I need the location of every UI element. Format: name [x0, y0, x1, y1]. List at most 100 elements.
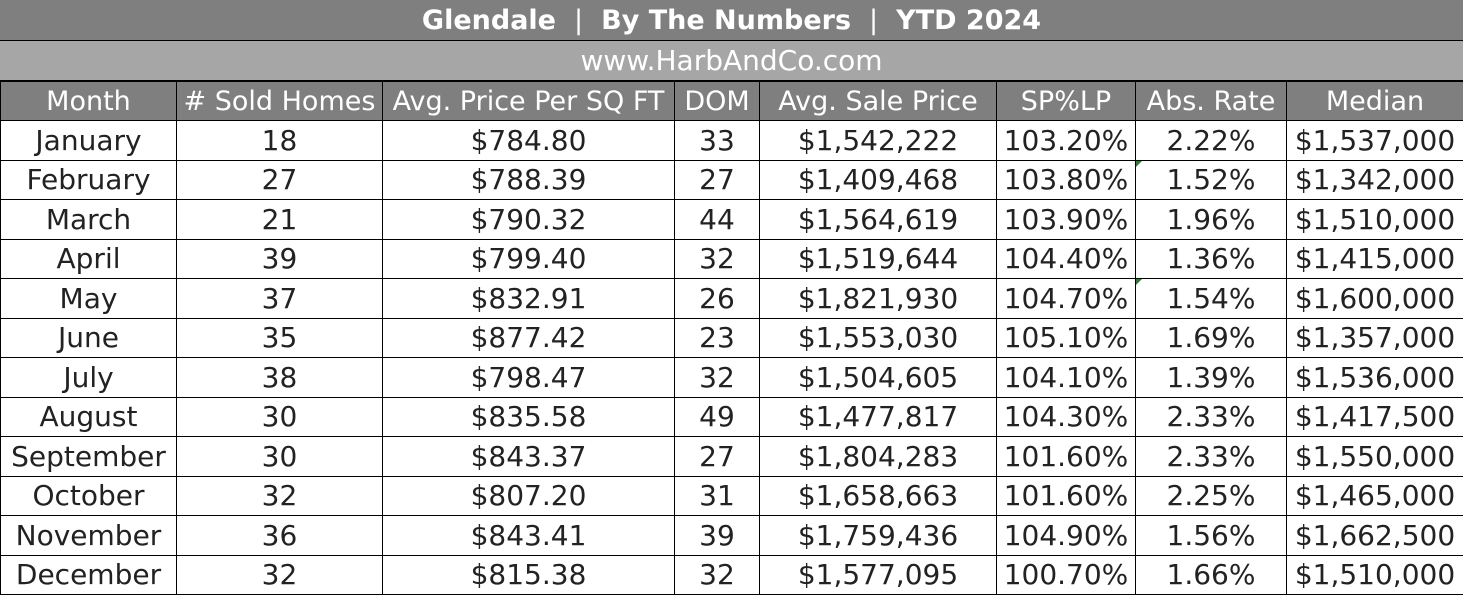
cell-dom[interactable]: 32	[674, 357, 760, 398]
cell-month[interactable]: March	[0, 199, 177, 240]
cell-month[interactable]: May	[0, 278, 177, 319]
title-separator: |	[869, 4, 879, 36]
cell-month[interactable]: September	[0, 436, 177, 477]
cell-avg-sale-price[interactable]: $1,504,605	[759, 357, 997, 398]
cell-sold-homes[interactable]: 39	[176, 238, 383, 279]
cell-price-per-sqft[interactable]: $784.80	[382, 120, 675, 161]
cell-median[interactable]: $1,662,500	[1286, 515, 1463, 556]
cell-avg-sale-price[interactable]: $1,477,817	[759, 396, 997, 437]
cell-sp-lp[interactable]: 104.10%	[996, 357, 1136, 398]
cell-avg-sale-price[interactable]: $1,821,930	[759, 278, 997, 319]
cell-abs-rate[interactable]: 1.52%	[1135, 159, 1287, 200]
cell-sold-homes[interactable]: 18	[176, 120, 383, 161]
cell-abs-rate[interactable]: 1.54%	[1135, 278, 1287, 319]
cell-dom[interactable]: 32	[674, 554, 760, 595]
cell-month[interactable]: December	[0, 554, 177, 595]
cell-median[interactable]: $1,510,000	[1286, 554, 1463, 595]
cell-dom[interactable]: 26	[674, 278, 760, 319]
cell-median[interactable]: $1,600,000	[1286, 278, 1463, 319]
cell-month[interactable]: June	[0, 317, 177, 358]
cell-avg-sale-price[interactable]: $1,553,030	[759, 317, 997, 358]
cell-avg-sale-price[interactable]: $1,409,468	[759, 159, 997, 200]
cell-sold-homes[interactable]: 30	[176, 436, 383, 477]
cell-median[interactable]: $1,465,000	[1286, 475, 1463, 516]
cell-price-per-sqft[interactable]: $835.58	[382, 396, 675, 437]
cell-month[interactable]: January	[0, 120, 177, 161]
cell-avg-sale-price[interactable]: $1,564,619	[759, 199, 997, 240]
cell-sp-lp[interactable]: 103.20%	[996, 120, 1136, 161]
cell-price-per-sqft[interactable]: $788.39	[382, 159, 675, 200]
cell-sold-homes[interactable]: 32	[176, 554, 383, 595]
cell-dom[interactable]: 31	[674, 475, 760, 516]
cell-abs-rate[interactable]: 1.96%	[1135, 199, 1287, 240]
cell-price-per-sqft[interactable]: $807.20	[382, 475, 675, 516]
cell-abs-rate[interactable]: 1.66%	[1135, 554, 1287, 595]
cell-price-per-sqft[interactable]: $790.32	[382, 199, 675, 240]
cell-price-per-sqft[interactable]: $815.38	[382, 554, 675, 595]
cell-month[interactable]: April	[0, 238, 177, 279]
cell-median[interactable]: $1,550,000	[1286, 436, 1463, 477]
cell-sp-lp[interactable]: 103.80%	[996, 159, 1136, 200]
cell-abs-rate[interactable]: 1.56%	[1135, 515, 1287, 556]
cell-sold-homes[interactable]: 21	[176, 199, 383, 240]
cell-sp-lp[interactable]: 100.70%	[996, 554, 1136, 595]
table-row: December 32 $815.38 32 $1,577,095 100.70% 1.66…	[0, 554, 1463, 595]
cell-price-per-sqft[interactable]: $832.91	[382, 278, 675, 319]
cell-avg-sale-price[interactable]: $1,759,436	[759, 515, 997, 556]
cell-dom[interactable]: 27	[674, 159, 760, 200]
cell-median[interactable]: $1,510,000	[1286, 199, 1463, 240]
cell-price-per-sqft[interactable]: $798.47	[382, 357, 675, 398]
cell-avg-sale-price[interactable]: $1,542,222	[759, 120, 997, 161]
cell-sold-homes[interactable]: 38	[176, 357, 383, 398]
cell-avg-sale-price[interactable]: $1,519,644	[759, 238, 997, 279]
cell-abs-rate[interactable]: 2.33%	[1135, 396, 1287, 437]
cell-avg-sale-price[interactable]: $1,577,095	[759, 554, 997, 595]
cell-price-per-sqft[interactable]: $799.40	[382, 238, 675, 279]
cell-month[interactable]: July	[0, 357, 177, 398]
cell-price-per-sqft[interactable]: $877.42	[382, 317, 675, 358]
cell-sp-lp[interactable]: 103.90%	[996, 199, 1136, 240]
cell-sold-homes[interactable]: 36	[176, 515, 383, 556]
cell-median[interactable]: $1,342,000	[1286, 159, 1463, 200]
cell-abs-rate[interactable]: 2.25%	[1135, 475, 1287, 516]
cell-median[interactable]: $1,537,000	[1286, 120, 1463, 161]
cell-month[interactable]: October	[0, 475, 177, 516]
table-row: May 37 $832.91 26 $1,821,930 104.70% 1.54% $1,6…	[0, 278, 1463, 319]
cell-abs-rate[interactable]: 2.22%	[1135, 120, 1287, 161]
cell-median[interactable]: $1,415,000	[1286, 238, 1463, 279]
cell-avg-sale-price[interactable]: $1,658,663	[759, 475, 997, 516]
cell-sp-lp[interactable]: 104.70%	[996, 278, 1136, 319]
cell-abs-rate[interactable]: 1.69%	[1135, 317, 1287, 358]
cell-dom[interactable]: 49	[674, 396, 760, 437]
cell-sold-homes[interactable]: 32	[176, 475, 383, 516]
cell-median[interactable]: $1,417,500	[1286, 396, 1463, 437]
cell-dom[interactable]: 23	[674, 317, 760, 358]
cell-avg-sale-price[interactable]: $1,804,283	[759, 436, 997, 477]
column-header-month: Month	[0, 81, 177, 121]
cell-sp-lp[interactable]: 101.60%	[996, 436, 1136, 477]
cell-sold-homes[interactable]: 37	[176, 278, 383, 319]
cell-sp-lp[interactable]: 101.60%	[996, 475, 1136, 516]
cell-sp-lp[interactable]: 105.10%	[996, 317, 1136, 358]
cell-month[interactable]: August	[0, 396, 177, 437]
cell-median[interactable]: $1,357,000	[1286, 317, 1463, 358]
cell-sp-lp[interactable]: 104.40%	[996, 238, 1136, 279]
cell-sp-lp[interactable]: 104.30%	[996, 396, 1136, 437]
cell-sold-homes[interactable]: 35	[176, 317, 383, 358]
cell-dom[interactable]: 39	[674, 515, 760, 556]
cell-month[interactable]: February	[0, 159, 177, 200]
cell-abs-rate[interactable]: 2.33%	[1135, 436, 1287, 477]
cell-dom[interactable]: 33	[674, 120, 760, 161]
cell-abs-rate[interactable]: 1.36%	[1135, 238, 1287, 279]
cell-abs-rate[interactable]: 1.39%	[1135, 357, 1287, 398]
cell-dom[interactable]: 44	[674, 199, 760, 240]
cell-median[interactable]: $1,536,000	[1286, 357, 1463, 398]
cell-dom[interactable]: 27	[674, 436, 760, 477]
cell-sold-homes[interactable]: 30	[176, 396, 383, 437]
cell-sold-homes[interactable]: 27	[176, 159, 383, 200]
cell-sp-lp[interactable]: 104.90%	[996, 515, 1136, 556]
cell-dom[interactable]: 32	[674, 238, 760, 279]
cell-price-per-sqft[interactable]: $843.37	[382, 436, 675, 477]
cell-month[interactable]: November	[0, 515, 177, 556]
cell-price-per-sqft[interactable]: $843.41	[382, 515, 675, 556]
